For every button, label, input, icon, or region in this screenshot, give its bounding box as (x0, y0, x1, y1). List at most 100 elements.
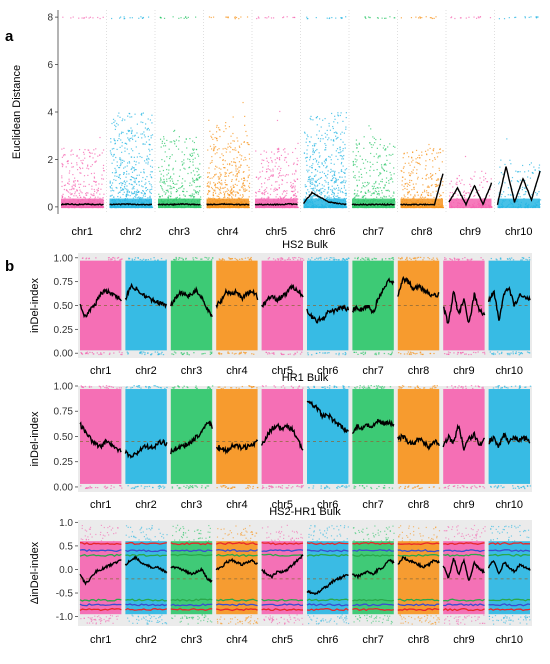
data-point (365, 159, 366, 160)
data-point (192, 140, 193, 141)
data-point (377, 162, 378, 163)
data-point (357, 193, 358, 194)
data-point (431, 176, 432, 177)
data-point (328, 170, 329, 171)
data-point (337, 193, 338, 194)
data-point (215, 166, 216, 167)
data-point (134, 157, 135, 158)
data-point (431, 153, 432, 154)
series-chr4 (216, 257, 257, 355)
data-point (195, 168, 196, 169)
data-point (346, 206, 347, 207)
data-point (112, 182, 113, 183)
data-point (341, 162, 342, 163)
data-point (418, 17, 419, 18)
data-point (367, 182, 368, 183)
data-point (275, 259, 276, 260)
data-point (413, 197, 414, 198)
data-point (374, 142, 375, 143)
data-point (166, 190, 167, 191)
data-point (229, 151, 230, 152)
data-point (137, 194, 138, 195)
data-point (414, 194, 415, 195)
data-point (89, 184, 90, 185)
data-point (346, 168, 347, 169)
data-point (143, 259, 144, 260)
data-point (342, 181, 343, 182)
data-point (186, 353, 187, 354)
data-point (309, 178, 310, 179)
data-point (183, 194, 184, 195)
data-point (86, 192, 87, 193)
data-point (232, 133, 233, 134)
data-point (221, 174, 222, 175)
data-point (330, 172, 331, 173)
data-point (405, 183, 406, 184)
data-point (438, 179, 439, 180)
data-point (346, 112, 347, 113)
data-point (83, 18, 84, 19)
data-point (233, 174, 234, 175)
data-point (140, 352, 141, 353)
data-point (432, 175, 433, 176)
data-point (387, 190, 388, 191)
data-point (286, 162, 287, 163)
data-point (459, 181, 460, 182)
y-tick-label: 4 (47, 108, 53, 119)
data-point (388, 180, 389, 181)
data-point (328, 123, 329, 124)
data-point (435, 184, 436, 185)
data-point (228, 190, 229, 191)
data-point (135, 135, 136, 136)
data-point (183, 188, 184, 189)
data-point (245, 258, 246, 259)
data-point (339, 152, 340, 153)
series-chr3 (158, 16, 202, 208)
data-point (161, 186, 162, 187)
data-point (404, 153, 405, 154)
data-point (361, 177, 362, 178)
data-point (134, 192, 135, 193)
data-point (307, 171, 308, 172)
data-point (112, 148, 113, 149)
data-point (228, 257, 229, 258)
data-point (469, 193, 470, 194)
data-point (428, 177, 429, 178)
data-point (194, 174, 195, 175)
data-point (325, 147, 326, 148)
data-point (114, 120, 115, 121)
data-point (210, 351, 211, 352)
chart-title: HS2 Bulk (282, 239, 328, 251)
data-point (275, 190, 276, 191)
data-point (207, 172, 208, 173)
data-point (268, 352, 269, 353)
data-point (206, 257, 207, 258)
data-point (149, 129, 150, 130)
data-point (122, 132, 123, 133)
data-point (267, 179, 268, 180)
data-point (371, 144, 372, 145)
data-point (277, 157, 278, 158)
data-point (319, 352, 320, 353)
series-chr2 (110, 16, 154, 208)
data-point (209, 131, 210, 132)
data-point (211, 162, 212, 163)
data-point (237, 185, 238, 186)
data-point (122, 188, 123, 189)
data-point (515, 171, 516, 172)
data-point (245, 188, 246, 189)
data-point (129, 192, 130, 193)
data-point (377, 187, 378, 188)
data-point (316, 190, 317, 191)
data-point (233, 190, 234, 191)
data-point (405, 163, 406, 164)
data-point (508, 187, 509, 188)
data-point (79, 149, 80, 150)
data-point (70, 151, 71, 152)
data-point (85, 197, 86, 198)
data-point (279, 159, 280, 160)
data-point (345, 126, 346, 127)
data-point (414, 195, 415, 196)
data-point (407, 186, 408, 187)
data-point (436, 186, 437, 187)
